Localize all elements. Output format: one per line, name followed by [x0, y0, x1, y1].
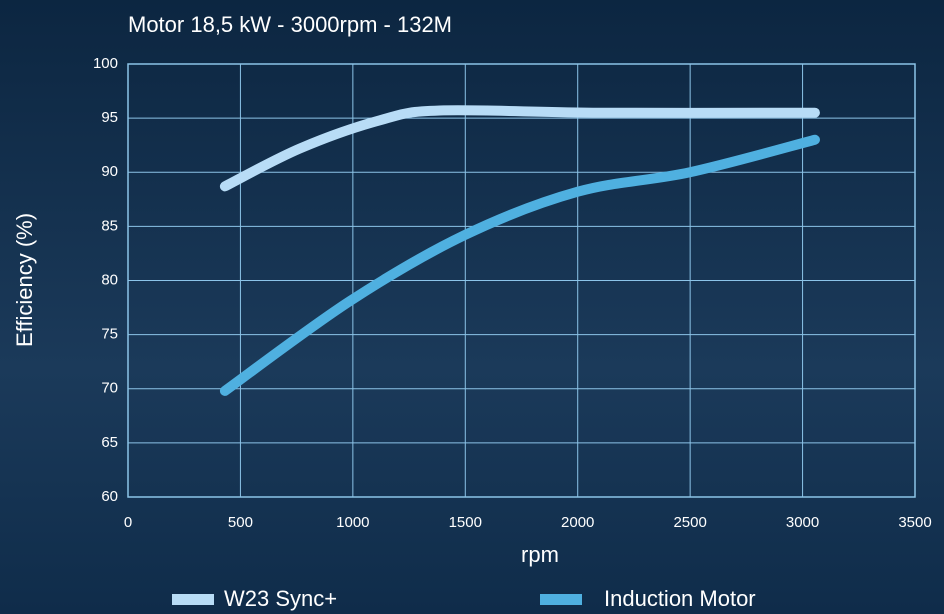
legend-swatch	[540, 594, 582, 605]
y-tick-label: 100	[93, 55, 118, 72]
y-tick-label: 80	[101, 271, 118, 288]
x-tick-label: 2000	[561, 514, 594, 531]
y-tick-label: 60	[101, 488, 118, 505]
chart-title: Motor 18,5 kW - 3000rpm - 132M	[128, 12, 452, 37]
line	[219, 134, 820, 396]
x-tick-label: 500	[228, 514, 253, 531]
x-tick-label: 3500	[898, 514, 931, 531]
y-tick-label: 95	[101, 109, 118, 126]
y-tick-label: 65	[101, 434, 118, 451]
y-tick-label: 70	[101, 380, 118, 397]
line	[219, 105, 820, 192]
y-tick-label: 85	[101, 217, 118, 234]
x-tick-label: 1000	[336, 514, 369, 531]
x-axis-label: rpm	[521, 542, 559, 567]
legend-swatch	[172, 594, 214, 605]
legend-label: Induction Motor	[604, 586, 756, 611]
x-tick-label: 1500	[449, 514, 482, 531]
plot-border	[127, 63, 916, 498]
x-tick-label: 0	[124, 514, 132, 531]
y-axis-label: Efficiency (%)	[12, 213, 37, 347]
y-tick-label: 90	[101, 163, 118, 180]
x-tick-label: 3000	[786, 514, 819, 531]
y-tick-label: 75	[101, 326, 118, 343]
x-tick-label: 2500	[673, 514, 706, 531]
legend-label: W23 Sync+	[224, 586, 337, 611]
